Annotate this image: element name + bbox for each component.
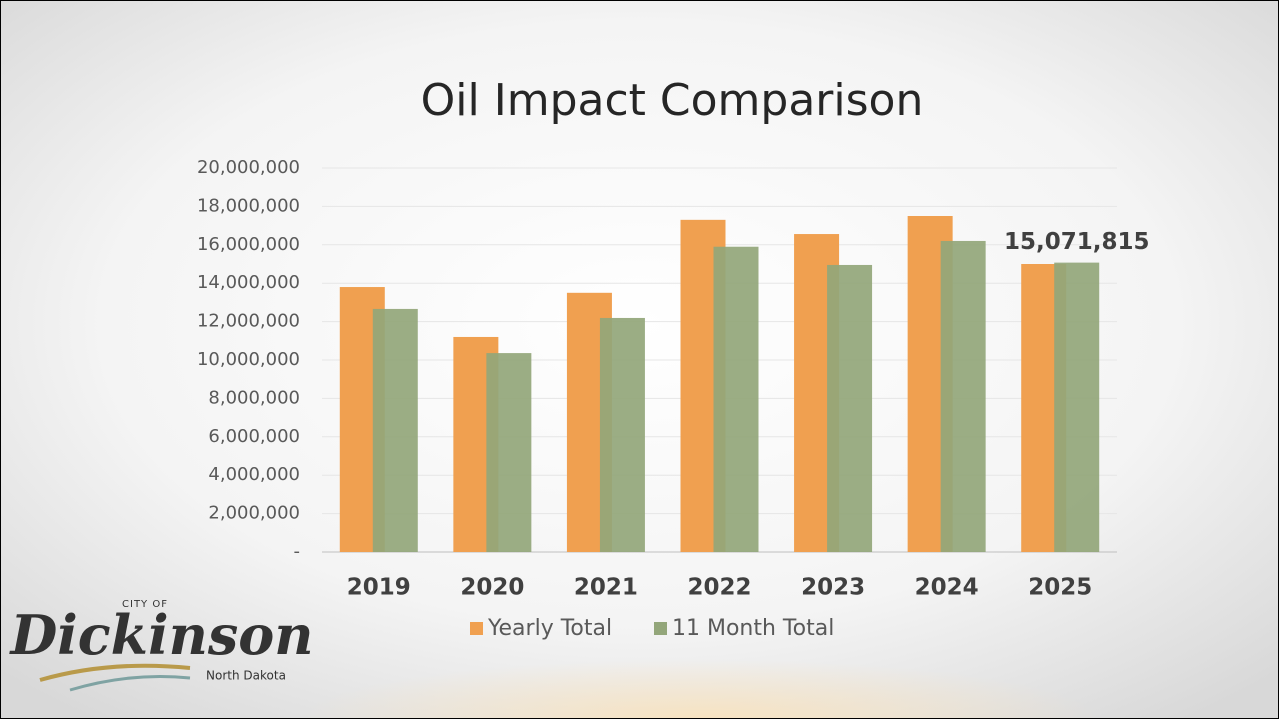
y-tick-label: 16,000,000 xyxy=(197,234,300,255)
y-tick-label: 14,000,000 xyxy=(197,272,300,293)
glow xyxy=(300,600,1100,718)
bar xyxy=(940,240,986,552)
x-tick-label: 2023 xyxy=(801,575,865,601)
chart-title: Oil Impact Comparison xyxy=(421,75,924,126)
logo-swoosh xyxy=(39,663,191,682)
bar xyxy=(1054,262,1100,552)
y-tick-label: 2,000,000 xyxy=(208,503,300,524)
x-tick-label: 2025 xyxy=(1028,575,1092,601)
bar xyxy=(372,308,418,552)
y-tick-label: 20,000,000 xyxy=(197,157,300,178)
x-tick-label: 2020 xyxy=(460,575,524,601)
x-tick-label: 2019 xyxy=(347,575,411,601)
y-tick-label: 4,000,000 xyxy=(208,464,300,485)
y-tick-label: 12,000,000 xyxy=(197,311,300,332)
y-tick-label: 10,000,000 xyxy=(197,349,300,370)
y-tick-label: 18,000,000 xyxy=(197,195,300,216)
logo: CITY OF Dickinson North Dakota xyxy=(8,599,314,692)
y-tick-label: - xyxy=(294,541,301,562)
legend-label: Yearly Total xyxy=(487,616,612,641)
legend-label: 11 Month Total xyxy=(672,616,834,641)
legend-swatch xyxy=(654,622,667,635)
bar xyxy=(713,246,759,552)
bar xyxy=(486,353,532,552)
x-tick-label: 2024 xyxy=(915,575,979,601)
bar xyxy=(827,264,873,552)
y-tick-label: 6,000,000 xyxy=(208,426,300,447)
legend-swatch xyxy=(470,622,483,635)
y-tick-label: 8,000,000 xyxy=(208,387,300,408)
logo-top: CITY OF xyxy=(122,599,168,610)
x-tick-label: 2022 xyxy=(687,575,751,601)
logo-name: Dickinson xyxy=(8,603,313,667)
x-tick-label: 2021 xyxy=(574,575,638,601)
logo-swoosh xyxy=(69,675,191,692)
bar xyxy=(599,317,645,552)
data-label: 15,071,815 xyxy=(1004,229,1150,255)
logo-sub: North Dakota xyxy=(206,669,286,683)
